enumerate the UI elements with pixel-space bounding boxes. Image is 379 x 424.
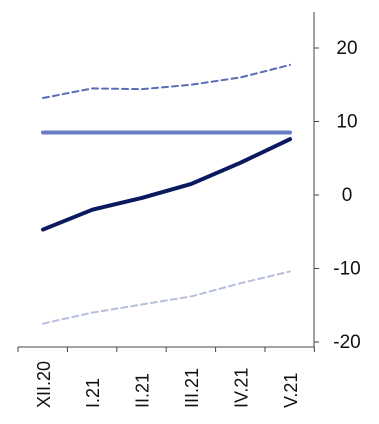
axes [17, 12, 319, 352]
y-tick-label: -10 [333, 259, 360, 280]
y-tick-label: 20 [336, 38, 357, 59]
series-line-4 [42, 270, 291, 325]
x-tick-labels: XII.20 I.21 II.21 III.21 IV.21 V.21 [34, 361, 301, 408]
x-tick-label: II.21 [133, 373, 153, 408]
x-tick-label: XII.20 [34, 361, 54, 408]
x-tick-label: IV.21 [231, 368, 251, 408]
y-tick-label: 0 [342, 185, 353, 206]
y-tick-labels: -20 -10 0 10 20 [333, 38, 360, 353]
x-tick-label: I.21 [83, 378, 103, 408]
series-layer [41, 63, 292, 325]
series-line-1 [42, 63, 291, 99]
series-line-3 [41, 137, 292, 232]
y-tick-label: -20 [333, 332, 360, 353]
x-tick-label: V.21 [281, 373, 301, 408]
x-tick-label: III.21 [182, 368, 202, 408]
y-tick-label: 10 [336, 112, 357, 133]
